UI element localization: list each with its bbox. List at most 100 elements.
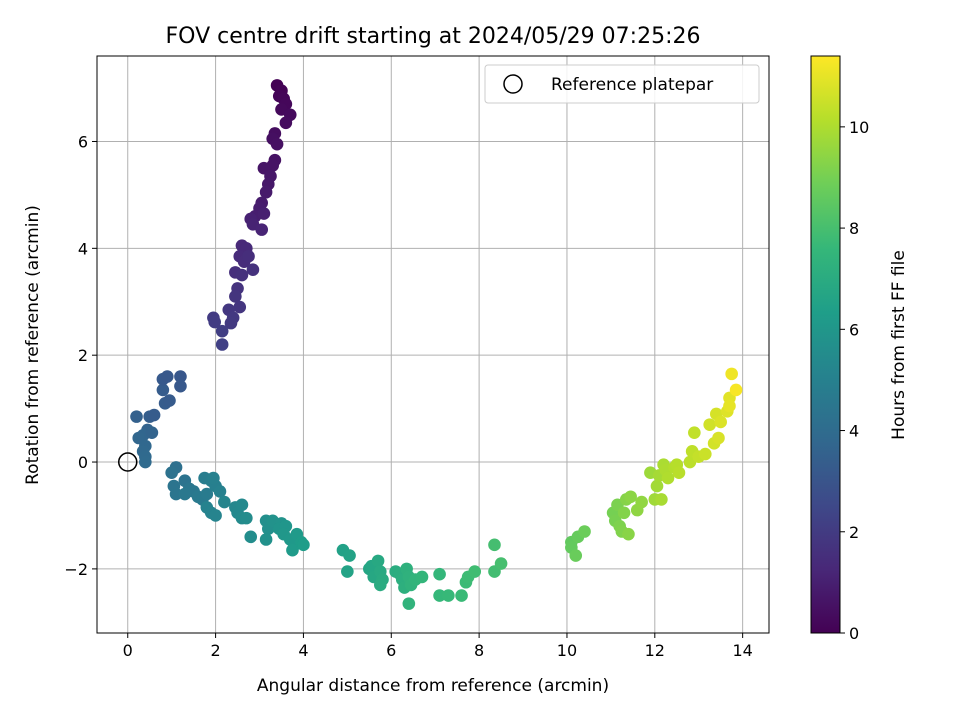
legend-marker-reference — [503, 74, 523, 94]
x-tick-label: 10 — [557, 641, 577, 660]
data-point — [207, 471, 220, 485]
data-point — [635, 495, 648, 509]
data-point — [714, 415, 727, 429]
data-point — [617, 506, 631, 520]
data-point — [259, 533, 273, 546]
chart-title: FOV centre drift starting at 2024/05/29 … — [166, 24, 701, 49]
data-point — [169, 487, 183, 501]
colorbar-gradient — [810, 55, 841, 634]
data-point — [373, 578, 387, 592]
data-point — [297, 538, 310, 552]
grid-lines — [97, 56, 769, 633]
legend-box — [484, 64, 760, 104]
data-point — [415, 570, 429, 584]
legend: Reference platepar — [484, 64, 760, 104]
data-point — [286, 543, 299, 557]
x-axis-ticks: 0 2 4 6 8 10 12 14 — [123, 633, 753, 660]
data-point — [257, 207, 271, 220]
y-tick-label: 6 — [78, 132, 88, 151]
data-point — [229, 290, 242, 303]
data-point — [655, 493, 668, 506]
data-point — [712, 431, 725, 445]
data-points — [130, 79, 743, 610]
data-point — [661, 471, 675, 485]
y-tick-label: 4 — [78, 239, 88, 258]
y-axis-label: Rotation from reference (arcmin) — [23, 205, 43, 485]
data-point — [165, 466, 178, 480]
data-point — [156, 383, 170, 397]
y-tick-label: 0 — [78, 453, 88, 472]
data-point — [442, 589, 455, 602]
data-point — [139, 455, 152, 469]
data-point — [215, 338, 229, 351]
colorbar-tick-label: 10 — [849, 118, 869, 137]
data-point — [650, 479, 664, 493]
data-point — [688, 426, 701, 439]
legend-label-reference: Reference platepar — [551, 75, 713, 95]
data-point — [455, 589, 468, 602]
data-point — [729, 383, 743, 397]
data-point — [240, 511, 253, 525]
data-point — [622, 527, 635, 541]
plot-frame — [96, 55, 770, 634]
data-point — [569, 549, 583, 562]
data-point — [578, 525, 591, 538]
data-point — [145, 426, 159, 439]
colorbar-label: Hours from first FF file — [889, 250, 909, 440]
colorbar-tick-label: 2 — [849, 523, 859, 542]
data-point — [235, 498, 249, 512]
data-point — [672, 466, 686, 480]
reference-marker — [117, 452, 138, 472]
data-point — [215, 324, 229, 338]
data-point — [433, 589, 446, 602]
data-point — [174, 370, 187, 383]
data-point — [208, 315, 222, 329]
colorbar-tick-label: 8 — [849, 219, 859, 238]
data-point — [723, 399, 736, 413]
data-point — [259, 185, 273, 199]
x-tick-label: 8 — [474, 641, 484, 660]
data-point — [233, 300, 247, 314]
data-point — [174, 379, 187, 393]
data-point — [488, 538, 501, 552]
data-point — [209, 509, 222, 522]
x-tick-label: 14 — [732, 641, 752, 660]
data-point — [725, 367, 738, 381]
data-point — [130, 410, 143, 423]
data-point — [699, 447, 712, 461]
data-point — [468, 565, 482, 578]
data-point — [703, 418, 717, 431]
data-point — [433, 567, 446, 581]
data-point — [242, 250, 255, 263]
data-point — [343, 549, 356, 562]
data-point — [341, 565, 354, 578]
colorbar-tick-label: 0 — [849, 624, 859, 643]
x-tick-label: 0 — [123, 641, 133, 660]
data-point — [371, 554, 385, 568]
colorbar-tick-label: 6 — [849, 320, 859, 339]
data-point — [224, 316, 238, 330]
data-point — [402, 597, 416, 610]
x-axis-label: Angular distance from reference (arcmin) — [257, 676, 609, 696]
data-point — [218, 495, 231, 509]
data-point — [200, 487, 214, 501]
data-point — [163, 394, 176, 407]
y-tick-label: −2 — [64, 560, 88, 579]
y-axis-ticks: −2 0 2 4 6 — [64, 132, 97, 579]
colorbar: 0 2 4 6 8 10 Hours from first FF file — [810, 55, 909, 643]
data-point — [270, 137, 284, 151]
data-point — [147, 408, 161, 422]
colorbar-ticks: 0 2 4 6 8 10 — [840, 118, 869, 643]
data-point — [255, 223, 269, 236]
data-point — [244, 530, 258, 544]
data-point — [235, 268, 249, 282]
colorbar-tick-label: 4 — [849, 422, 859, 441]
data-point — [494, 557, 508, 570]
x-tick-label: 4 — [298, 641, 308, 660]
x-tick-label: 12 — [645, 641, 665, 660]
data-point — [160, 370, 174, 383]
data-point — [246, 263, 260, 277]
reference-platepar-marker — [117, 452, 138, 472]
y-tick-label: 2 — [78, 346, 88, 365]
